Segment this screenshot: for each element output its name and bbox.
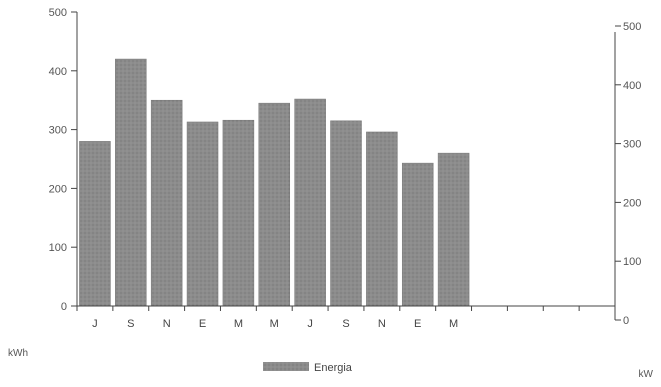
legend-label: Energia <box>314 362 353 374</box>
y-tick-label-left: 300 <box>49 125 67 137</box>
bar <box>330 120 362 307</box>
bar <box>186 121 219 307</box>
bar <box>437 152 470 307</box>
x-tick-label: J <box>92 318 98 330</box>
y-tick-label-right: 400 <box>623 80 641 92</box>
bar <box>222 119 255 307</box>
bar <box>79 141 111 307</box>
x-tick-label: S <box>127 318 134 330</box>
y-tick-label-left: 500 <box>49 7 67 19</box>
y-tick-label-right: 300 <box>623 139 641 151</box>
bar <box>366 131 398 307</box>
x-tick-label: J <box>307 318 313 330</box>
y-tick-label-right: 500 <box>623 21 641 33</box>
x-tick-label: E <box>414 318 421 330</box>
y-axis-label-left: kWh <box>8 348 28 359</box>
bar <box>401 162 434 307</box>
y-tick-label-right: 100 <box>623 256 641 268</box>
x-tick-label: E <box>199 318 206 330</box>
y-tick-label-left: 200 <box>49 183 67 195</box>
x-tick-label: S <box>342 318 349 330</box>
bar <box>115 58 147 307</box>
legend-swatch <box>263 362 309 371</box>
x-tick-label: N <box>378 318 386 330</box>
y-tick-label-left: 100 <box>49 242 67 254</box>
bar <box>150 99 183 307</box>
bar <box>258 102 291 307</box>
y-tick-label-left: 0 <box>61 301 67 313</box>
x-tick-label: M <box>270 318 279 330</box>
y-axis-label-right: kW <box>639 369 654 380</box>
x-tick-label: M <box>449 318 458 330</box>
bar <box>294 98 326 307</box>
plot-area: 0 100 200 300 400 500 0 100 200 300 400 500 J S N E M M J S… <box>49 7 642 330</box>
x-tick-label: M <box>234 318 243 330</box>
y-tick-label-right: 200 <box>623 197 641 209</box>
x-tick-label: N <box>163 318 171 330</box>
y-tick-label-left: 400 <box>49 66 67 78</box>
y-tick-label-right: 0 <box>623 315 629 327</box>
legend: Energia <box>263 362 353 374</box>
